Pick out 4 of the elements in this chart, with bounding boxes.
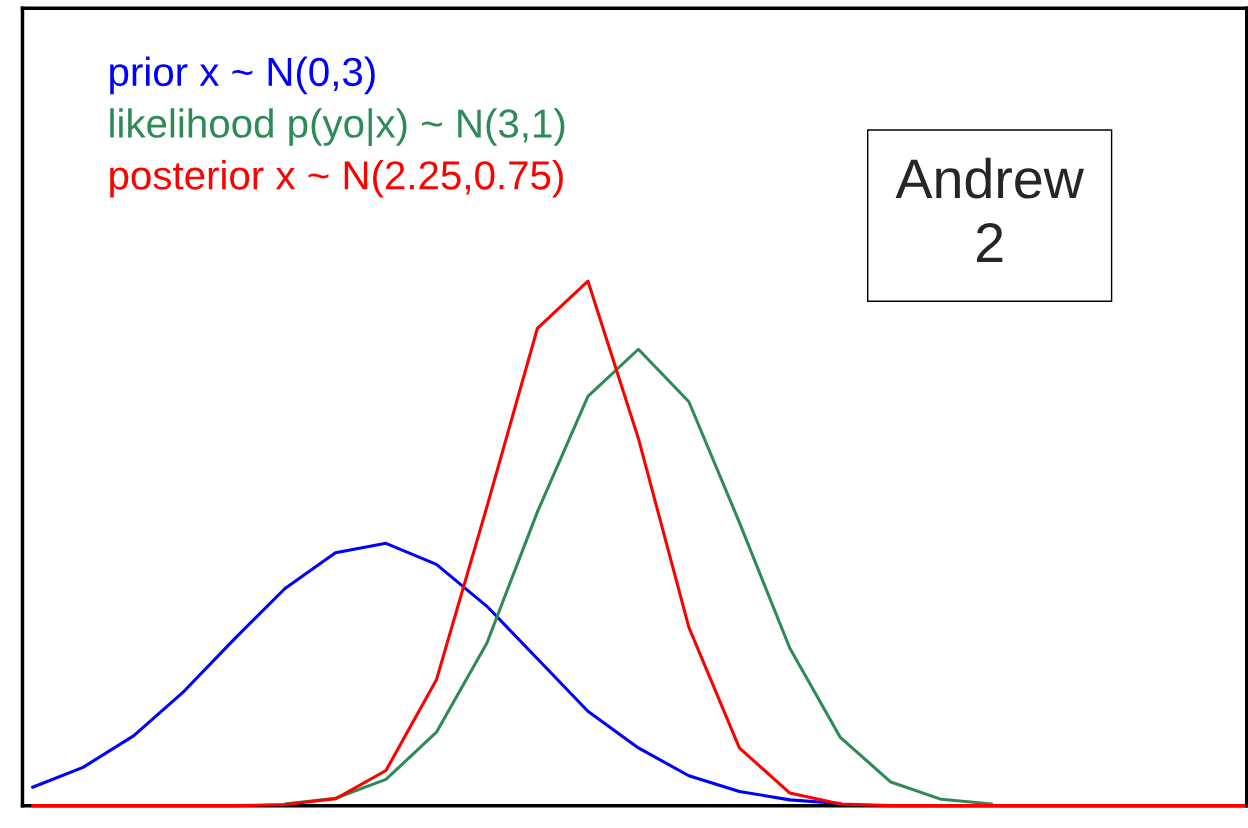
text: likelihood p(yo|x) ~ N(3,1)	[110, 108, 565, 146]
text: Andrew 2	[895, 157, 1084, 262]
text: posterior x ~ N(2.25,0.75)	[110, 160, 563, 198]
text: prior x ~ N(0,3)	[110, 56, 375, 95]
